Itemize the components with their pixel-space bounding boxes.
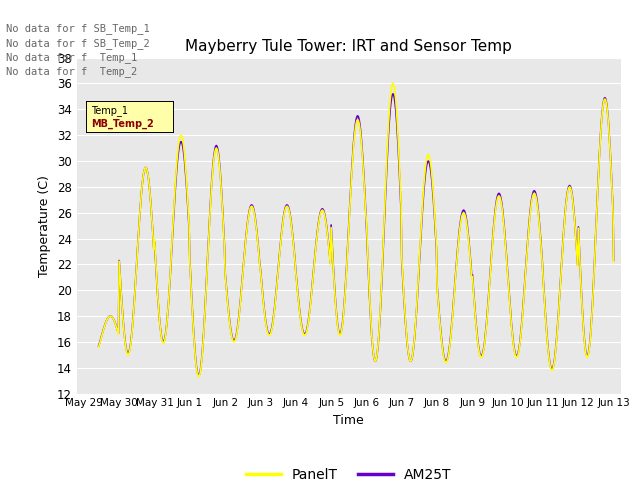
Y-axis label: Temperature (C): Temperature (C) [38, 175, 51, 276]
Title: Mayberry Tule Tower: IRT and Sensor Temp: Mayberry Tule Tower: IRT and Sensor Temp [186, 39, 512, 54]
Legend: PanelT, AM25T: PanelT, AM25T [240, 462, 458, 480]
Text: Temp_1: Temp_1 [91, 105, 128, 116]
Text: No data for f SB_Temp_2: No data for f SB_Temp_2 [6, 37, 150, 48]
Text: MB_Temp_2: MB_Temp_2 [91, 119, 154, 129]
Text: No data for f  Temp_1: No data for f Temp_1 [6, 52, 138, 63]
X-axis label: Time: Time [333, 414, 364, 427]
Text: No data for f  Temp_2: No data for f Temp_2 [6, 66, 138, 77]
Text: No data for f SB_Temp_1: No data for f SB_Temp_1 [6, 23, 150, 34]
